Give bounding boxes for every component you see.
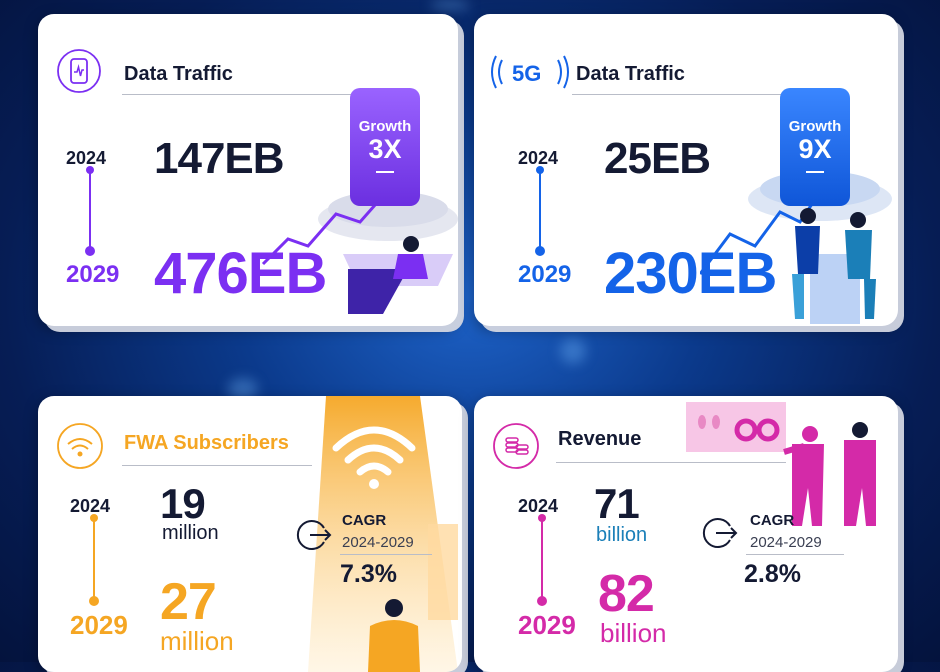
unit-end: million [160,626,234,656]
wifi-icon [57,423,103,469]
cagr-icon [296,520,332,550]
timeline-line [89,172,91,248]
value-start: 71 [594,480,640,527]
header-divider [556,462,786,463]
timeline-dot-start [538,514,546,522]
header-divider [122,94,352,95]
cagr-range: 2024-2029 [750,534,822,551]
growth-label: Growth [788,118,842,135]
unit-start: billion [596,524,648,546]
year-end: 2029 [66,261,120,288]
value-end: 230EB [604,241,777,306]
timeline-dot-end [89,596,99,606]
cagr-label: CAGR [750,512,795,529]
growth-label: Growth [358,118,412,135]
growth-value: 3X [368,134,402,164]
timeline-line [93,520,95,598]
cagr-value: 7.3% [340,560,397,588]
header-divider [572,94,792,95]
5g-data-traffic-card: 5G Data Traffic 2024 2029 25EB 230EB Gro… [474,14,898,326]
growth-value: 9X [798,134,832,164]
card-title: Data Traffic [576,63,685,85]
cagr-icon [702,518,738,548]
value-end: 82 [598,565,655,623]
5g-signal-icon [491,55,569,89]
value-start: 147EB [154,134,285,183]
background-glow [560,338,586,364]
growth-dash [806,171,824,173]
cagr-range: 2024-2029 [342,534,414,551]
growth-dash [376,171,394,173]
timeline-dot-end [85,246,95,256]
timeline-dot-start [86,166,94,174]
year-end: 2029 [518,610,576,640]
cagr-label: CAGR [342,512,387,529]
timeline-dot-end [535,246,545,256]
timeline-line [539,172,541,248]
background-glow [228,378,258,400]
year-start: 2024 [518,496,559,516]
data-traffic-card: Data Traffic 2024 2029 147EB 476EB Growt… [38,14,458,326]
year-end: 2029 [70,610,128,640]
year-start: 2024 [66,148,107,168]
value-start: 25EB [604,134,711,183]
year-start: 2024 [70,496,111,516]
value-end: 27 [160,573,217,631]
cagr-value: 2.8% [744,560,801,588]
header-divider [122,465,312,466]
growth-badge: Growth 9X [780,88,850,206]
year-end: 2029 [518,261,572,288]
timeline-dot-start [90,514,98,522]
value-start: 19 [160,480,206,527]
5g-badge: 5G [512,61,542,86]
card-title: FWA Subscribers [124,432,289,454]
timeline-dot-end [537,596,547,606]
growth-badge: Growth 3X [350,88,420,206]
background-glow [430,0,470,10]
fwa-subscribers-card: FWA Subscribers 2024 2029 19 million 27 … [38,396,462,672]
cagr-divider [340,554,432,555]
card-title: Data Traffic [124,63,233,85]
card-title: Revenue [558,428,642,450]
revenue-card: Revenue 2024 2029 71 billion 82 billion … [474,396,898,672]
wifi-lamp-illustration [308,396,458,672]
phone-traffic-icon [57,49,101,93]
value-end: 476EB [154,241,327,306]
unit-end: billion [600,618,667,648]
timeline-line [541,520,543,598]
year-start: 2024 [518,148,559,168]
cagr-divider [746,554,844,555]
timeline-dot-start [536,166,544,174]
revenue-illustration [686,402,876,526]
coins-icon [493,423,539,469]
unit-start: million [162,522,219,544]
